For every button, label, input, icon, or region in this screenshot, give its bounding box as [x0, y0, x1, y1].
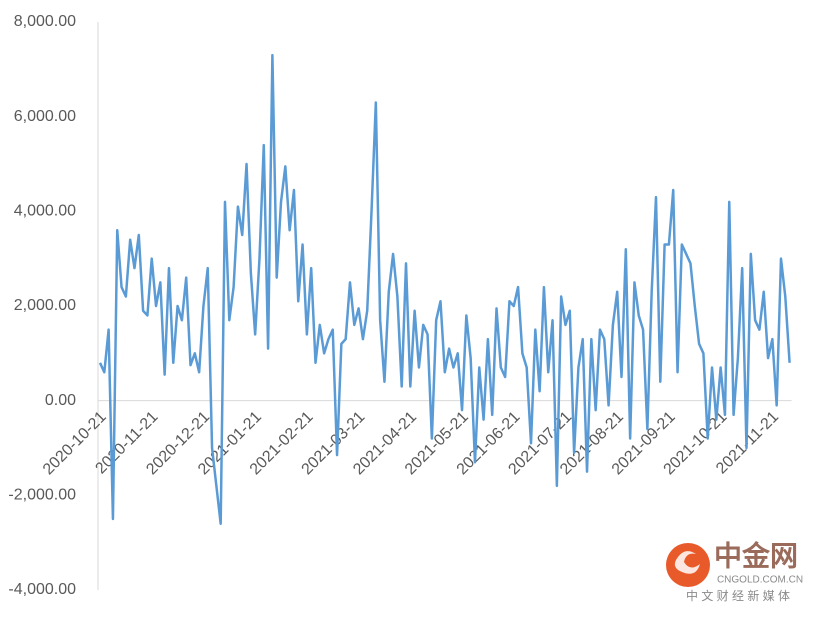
data-line: [98, 53, 791, 525]
watermark-tagline: 中 文 财 经 新 媒 体: [686, 588, 790, 603]
y-tick-label: -4,000.00: [8, 581, 76, 598]
y-tick-label: 6,000.00: [14, 108, 76, 125]
y-tick-label: 2,000.00: [14, 297, 76, 314]
logo-swirl: [674, 551, 700, 574]
watermark-brand: 中金网: [714, 539, 798, 571]
y-tick-label: -2,000.00: [8, 487, 76, 504]
watermark-domain: CNGOLD.COM.CN: [717, 575, 803, 586]
y-tick-label: 4,000.00: [14, 203, 76, 220]
watermark: 中金网 CNGOLD.COM.CN 中 文 财 经 新 媒 体: [666, 539, 803, 603]
y-tick-label: 0.00: [45, 392, 76, 409]
y-tick-label: 8,000.00: [14, 13, 76, 30]
logo: [666, 543, 710, 587]
